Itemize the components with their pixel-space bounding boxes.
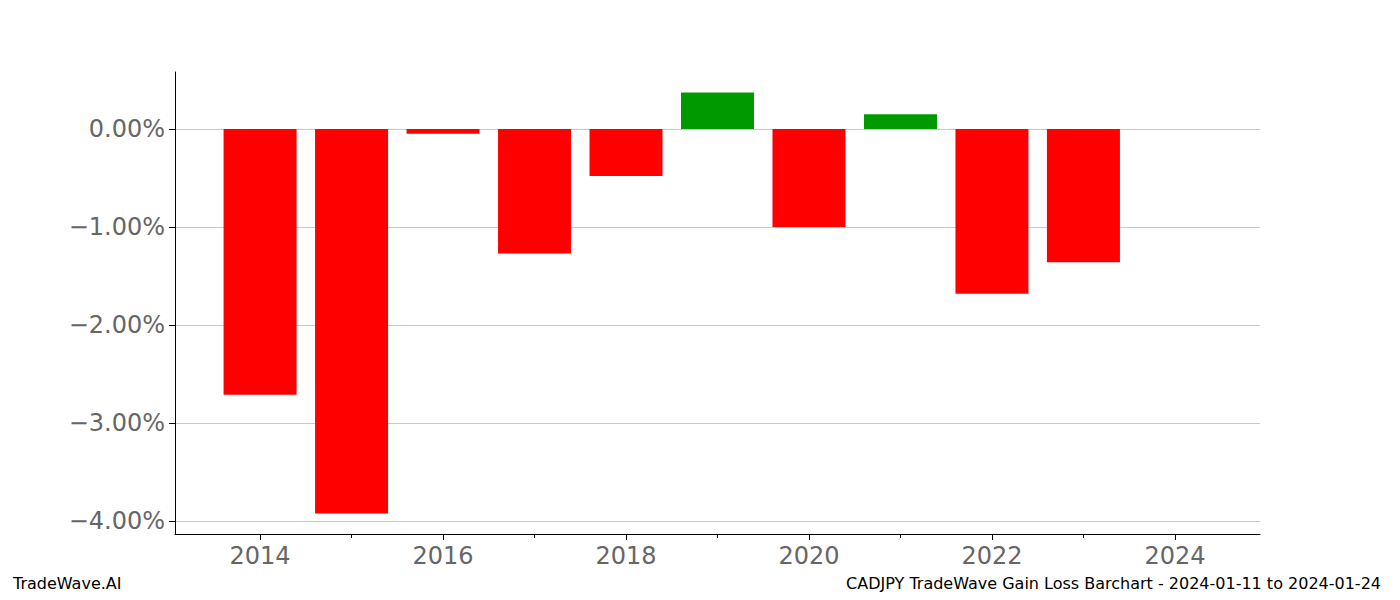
svg-text:CADJPY TradeWave Gain Loss Bar: CADJPY TradeWave Gain Loss Barchart - 20… bbox=[846, 574, 1381, 593]
svg-text:−3.00%: −3.00% bbox=[69, 409, 165, 437]
svg-text:2020: 2020 bbox=[778, 542, 839, 570]
svg-text:−1.00%: −1.00% bbox=[69, 213, 165, 241]
svg-text:2016: 2016 bbox=[413, 542, 474, 570]
svg-text:−2.00%: −2.00% bbox=[69, 311, 165, 339]
svg-text:−4.00%: −4.00% bbox=[69, 507, 165, 535]
svg-text:2024: 2024 bbox=[1144, 542, 1205, 570]
svg-text:TradeWave.AI: TradeWave.AI bbox=[12, 574, 121, 593]
svg-text:2022: 2022 bbox=[961, 542, 1022, 570]
svg-text:2014: 2014 bbox=[230, 542, 291, 570]
svg-text:2018: 2018 bbox=[595, 542, 656, 570]
svg-text:0.00%: 0.00% bbox=[89, 115, 165, 143]
